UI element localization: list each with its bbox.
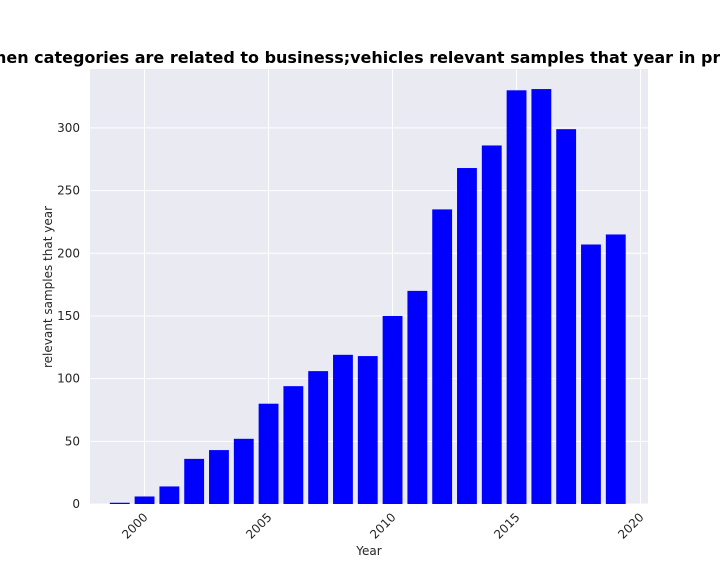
bar-2002 bbox=[184, 458, 205, 504]
x-tick-label: 2000 bbox=[119, 510, 150, 541]
y-tick-label: 300 bbox=[57, 121, 80, 135]
y-tick-label: 250 bbox=[57, 184, 80, 198]
bars bbox=[109, 89, 626, 505]
bar-2018 bbox=[581, 244, 601, 504]
grid-lines bbox=[90, 69, 648, 505]
bar-2003 bbox=[209, 450, 229, 504]
bar-2017 bbox=[556, 129, 577, 504]
bar-1999 bbox=[109, 502, 130, 504]
bar-2000 bbox=[134, 496, 155, 504]
bar-2006 bbox=[283, 386, 304, 504]
y-tick-label: 50 bbox=[65, 434, 80, 448]
bar-2019 bbox=[605, 234, 626, 504]
bar-2013 bbox=[457, 168, 477, 504]
x-tick-label: 2015 bbox=[491, 510, 522, 541]
bar-2016 bbox=[531, 89, 552, 504]
bar-2008 bbox=[333, 354, 353, 504]
bar-2004 bbox=[233, 438, 254, 504]
y-tick-label: 100 bbox=[57, 372, 80, 386]
bar-2009 bbox=[357, 356, 378, 504]
x-axis-label: Year bbox=[355, 544, 381, 558]
y-tick-label: 0 bbox=[72, 497, 80, 511]
bar-2015 bbox=[506, 90, 527, 504]
bar-2001 bbox=[159, 486, 180, 504]
x-tick-labels: 2000 2005 2010 2015 2020 bbox=[119, 510, 646, 541]
bar-2007 bbox=[308, 371, 329, 504]
x-tick-label: 2005 bbox=[243, 510, 274, 541]
y-axis-label: relevant samples that year bbox=[41, 206, 55, 368]
bar-2005 bbox=[258, 403, 279, 504]
bar-2011 bbox=[407, 290, 428, 504]
bar-2014 bbox=[481, 145, 502, 505]
y-tick-labels: 0 50 100 150 200 250 300 bbox=[57, 121, 80, 511]
chart-title: Number of times when categories are rela… bbox=[0, 48, 720, 67]
x-tick-label: 2010 bbox=[367, 510, 398, 541]
x-tick-label: 2020 bbox=[615, 510, 646, 541]
y-tick-label: 200 bbox=[57, 246, 80, 260]
y-tick-label: 150 bbox=[57, 309, 80, 323]
bar-2010 bbox=[382, 315, 403, 504]
bar-2012 bbox=[432, 209, 453, 505]
